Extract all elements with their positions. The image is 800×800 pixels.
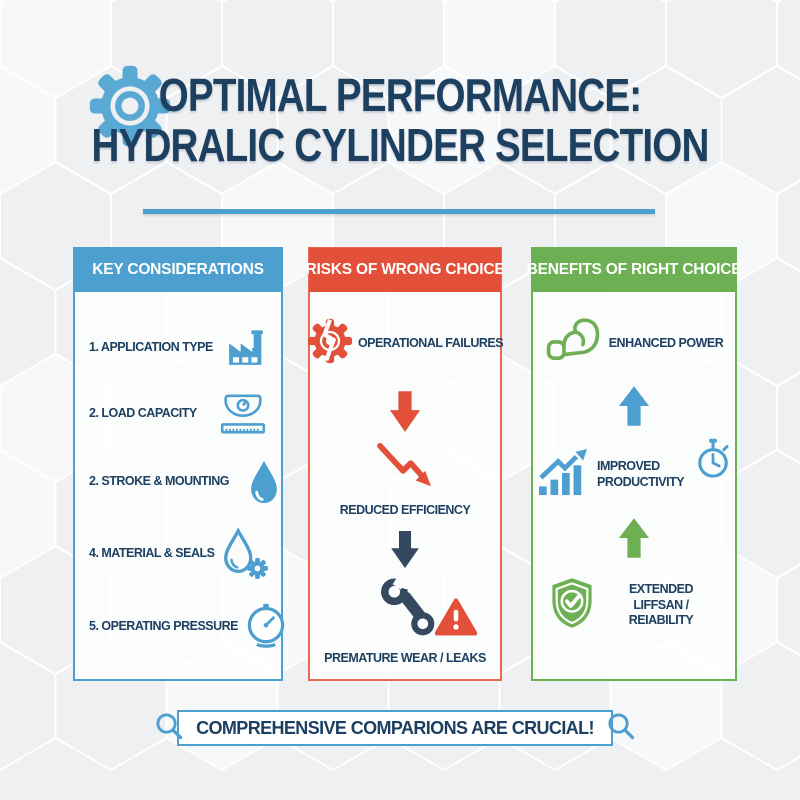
muscle-icon [545, 316, 601, 371]
page-title-line2: HYDRALIC CYLINDER SELECTION [91, 119, 709, 171]
title-divider [143, 209, 655, 214]
item-label: 4. MATERIAL & SEALS [89, 545, 215, 560]
up-arrow-icon [618, 385, 650, 432]
column-risks-of-wrong-choice: RISKS OF WRONG CHOICE [305, 247, 505, 681]
item-label: 5. OPERATING PRESSURE [89, 619, 239, 634]
magnifier-icon [155, 712, 183, 745]
wrench-warning-group [373, 572, 478, 643]
up-arrow-icon [618, 517, 650, 564]
column-header: BENEFITS OF RIGHT CHOICE [527, 248, 742, 292]
wrench-icon [373, 572, 437, 642]
page-title-line1: OPTIMAL PERFORMANCE: [158, 69, 642, 121]
item-label: ENHANCED POWER [608, 335, 724, 350]
item-label: REDUCED EFFICIENCY [339, 503, 471, 517]
list-item: 2. LOAD CAPACITY [89, 393, 269, 435]
water-drop-icon [229, 459, 281, 505]
decline-arrow-icon [376, 442, 434, 497]
column-header: RISKS OF WRONG CHOICE [305, 248, 505, 292]
item-label: 2. STROKE & MOUNTING [89, 473, 230, 488]
item-label: EXTENDED LIFFSAN / REIABILITY [628, 582, 694, 628]
gauge-ruler-icon [217, 393, 269, 435]
page-title: OPTIMAL PERFORMANCE: HYDRALIC CYLINDER S… [10, 70, 790, 170]
footer-text: COMPREHENSIVE COMPARIONS ARE CRUCIAL! [196, 717, 594, 738]
list-item: OPERATIONAL FAILURES [307, 318, 504, 369]
item-label: IMPROVED PRODUCTIVITY [597, 458, 685, 489]
shield-check-icon [549, 576, 595, 635]
item-label: 1. APPLICATION TYPE [89, 340, 213, 355]
list-item: ENHANCED POWER [545, 316, 724, 371]
broken-gear-icon [307, 318, 353, 369]
growth-chart-icon [537, 448, 589, 501]
down-arrow-icon [389, 530, 421, 574]
column-body: ENHANCED POWER [533, 292, 735, 679]
warning-triangle-icon [434, 598, 478, 641]
item-label: 2. LOAD CAPACITY [89, 406, 197, 421]
factory-icon [217, 326, 269, 370]
pressure-gauge-icon [238, 603, 290, 651]
list-item: 5. OPERATING PRESSURE [89, 603, 285, 651]
item-label: OPERATIONAL FAILURES [357, 335, 504, 350]
list-item: 2. STROKE & MOUNTING [89, 459, 277, 505]
list-item: IMPROVED PRODUCTIVITY [537, 438, 731, 501]
gear-icon [89, 65, 171, 147]
down-arrow-icon [388, 391, 422, 438]
list-item: 4. MATERIAL & SEALS [89, 527, 269, 580]
column-key-considerations: KEY CONSIDERATIONS 1. APPLICATION TYPE [73, 247, 285, 681]
list-item: EXTENDED LIFFSAN / REIABILITY [549, 576, 719, 635]
droplet-gear-icon [217, 527, 269, 580]
column-body: 1. APPLICATION TYPE [75, 292, 285, 679]
item-label: PREMATURE WEAR / LEAKS [324, 650, 486, 665]
column-header: KEY CONSIDERATIONS [74, 248, 282, 292]
column-body: OPERATIONAL FAILURES REDUCED EFFICIENCY [307, 292, 504, 679]
column-benefits-of-right-choice: BENEFITS OF RIGHT CHOICE ENHANCED POWER [527, 247, 742, 681]
magnifier-icon [607, 712, 635, 745]
footer-banner: COMPREHENSIVE COMPARIONS ARE CRUCIAL! [156, 710, 635, 746]
stopwatch-icon [695, 438, 731, 485]
list-item: 1. APPLICATION TYPE [89, 326, 269, 370]
